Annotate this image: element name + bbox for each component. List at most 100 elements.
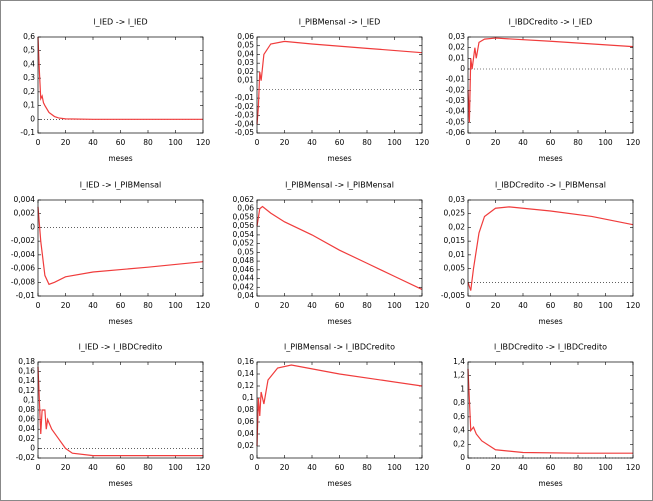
y-tick-label: 0,03 [448, 195, 465, 204]
x-axis-label: meses [327, 317, 351, 326]
x-tick-label: 40 [307, 301, 317, 310]
y-tick-label: 0,18 [18, 357, 35, 366]
x-tick-label: 120 [626, 463, 641, 472]
y-tick-label: -0,02 [235, 102, 255, 111]
response-line [467, 368, 633, 454]
x-tick-label: 60 [116, 463, 126, 472]
y-tick-label: 0,02 [448, 43, 465, 52]
panel: l_IBDCredito -> l_IEDmeses-0,06-0,05-0,0… [446, 18, 641, 164]
y-tick-label: 0,06 [18, 415, 35, 424]
chart-title: l_IBDCredito -> l_PIBMensal [495, 181, 606, 190]
y-tick-label: 0,025 [444, 209, 466, 218]
y-tick-label: -0,1 [20, 128, 35, 137]
response-line [37, 366, 203, 457]
x-tick-label: 100 [387, 463, 402, 472]
x-tick-label: 120 [196, 463, 211, 472]
y-tick-label: 0 [30, 114, 35, 123]
chart-title: l_PIBMensal -> l_IBDCredito [284, 343, 395, 352]
y-tick-label: 0 [30, 443, 35, 452]
x-tick-label: 40 [518, 301, 528, 310]
y-tick-label: 0,03 [237, 58, 254, 67]
x-axis-label: meses [538, 154, 562, 163]
y-tick-label: 0,02 [237, 67, 254, 76]
x-tick-label: 0 [255, 138, 260, 147]
y-tick-label: 0,1 [23, 101, 35, 110]
x-axis-label: meses [108, 154, 132, 163]
x-tick-label: 20 [280, 138, 290, 147]
y-tick-label: 0,4 [23, 59, 35, 68]
y-tick-label: 0,01 [448, 53, 465, 62]
y-tick-label: -0,01 [16, 291, 36, 300]
chart-title: l_IED -> l_PIBMensal [80, 181, 162, 190]
x-tick-label: 0 [466, 138, 471, 147]
y-tick-label: 0,5 [23, 46, 35, 55]
x-tick-label: 100 [387, 138, 402, 147]
x-tick-label: 60 [335, 463, 345, 472]
x-tick-label: 0 [255, 301, 260, 310]
x-tick-label: 60 [546, 138, 556, 147]
y-tick-label: 0,044 [233, 274, 255, 283]
y-tick-label: 0,005 [444, 264, 466, 273]
x-tick-label: 100 [598, 463, 613, 472]
y-tick-label: 0,04 [237, 49, 254, 58]
y-tick-label: 0,06 [237, 204, 254, 213]
chart-title: l_PIBMensal -> l_IED [299, 18, 381, 27]
y-tick-label: 0,8 [453, 398, 465, 407]
plot-frame [256, 36, 423, 134]
x-tick-label: 120 [415, 463, 430, 472]
x-tick-label: 0 [466, 301, 471, 310]
response-line [256, 205, 423, 290]
y-tick-label: 0,046 [233, 265, 255, 274]
y-tick-label: 0,05 [237, 41, 254, 50]
x-tick-label: 100 [598, 301, 613, 310]
chart-title: l_IED -> l_IED [93, 18, 147, 27]
chart-title: l_PIBMensal -> l_PIBMensal [285, 181, 394, 190]
y-tick-label: 0 [460, 453, 465, 462]
y-tick-label: 0 [460, 277, 465, 286]
plot-frame [467, 361, 634, 459]
y-tick-label: 0,058 [233, 212, 255, 221]
response-line [37, 206, 204, 286]
y-tick-label: 0,03 [448, 32, 465, 41]
y-tick-label: 0,16 [237, 357, 254, 366]
x-axis-label: meses [327, 154, 351, 163]
panel: l_IED -> l_IBDCreditomeses-0,0200,020,04… [16, 343, 211, 489]
plot-frame [37, 36, 204, 134]
panel: l_IBDCredito -> l_PIBMensalmeses-0,00500… [441, 181, 641, 327]
y-tick-label: 0,02 [448, 222, 465, 231]
plot-frame [256, 361, 423, 459]
y-tick-label: -0,002 [11, 236, 35, 245]
y-tick-label: 0,6 [23, 32, 35, 41]
x-tick-label: 40 [88, 138, 98, 147]
x-tick-label: 80 [362, 463, 372, 472]
x-tick-label: 120 [196, 301, 211, 310]
plot-frame [467, 199, 634, 297]
y-tick-label: 0 [249, 84, 254, 93]
x-tick-label: 100 [168, 138, 183, 147]
response-line [467, 37, 634, 123]
x-tick-label: 40 [88, 301, 98, 310]
y-tick-label: 0,05 [237, 247, 254, 256]
x-tick-label: 20 [61, 301, 71, 310]
y-tick-label: 0 [460, 64, 465, 73]
x-tick-label: 20 [61, 138, 71, 147]
x-tick-label: 0 [255, 463, 260, 472]
y-tick-label: 0,015 [444, 236, 466, 245]
y-tick-label: -0,02 [446, 85, 466, 94]
x-tick-label: 60 [335, 138, 345, 147]
y-tick-label: -0,03 [235, 111, 255, 120]
y-tick-label: 0,12 [237, 381, 254, 390]
y-tick-label: -0,05 [235, 128, 255, 137]
x-tick-label: 0 [466, 463, 471, 472]
x-tick-label: 20 [491, 301, 501, 310]
x-tick-label: 120 [626, 301, 641, 310]
x-tick-label: 40 [518, 138, 528, 147]
x-tick-label: 0 [36, 301, 41, 310]
x-axis-label: meses [327, 479, 351, 488]
x-tick-label: 80 [573, 138, 583, 147]
x-tick-label: 60 [116, 301, 126, 310]
y-tick-label: -0,004 [11, 250, 35, 259]
